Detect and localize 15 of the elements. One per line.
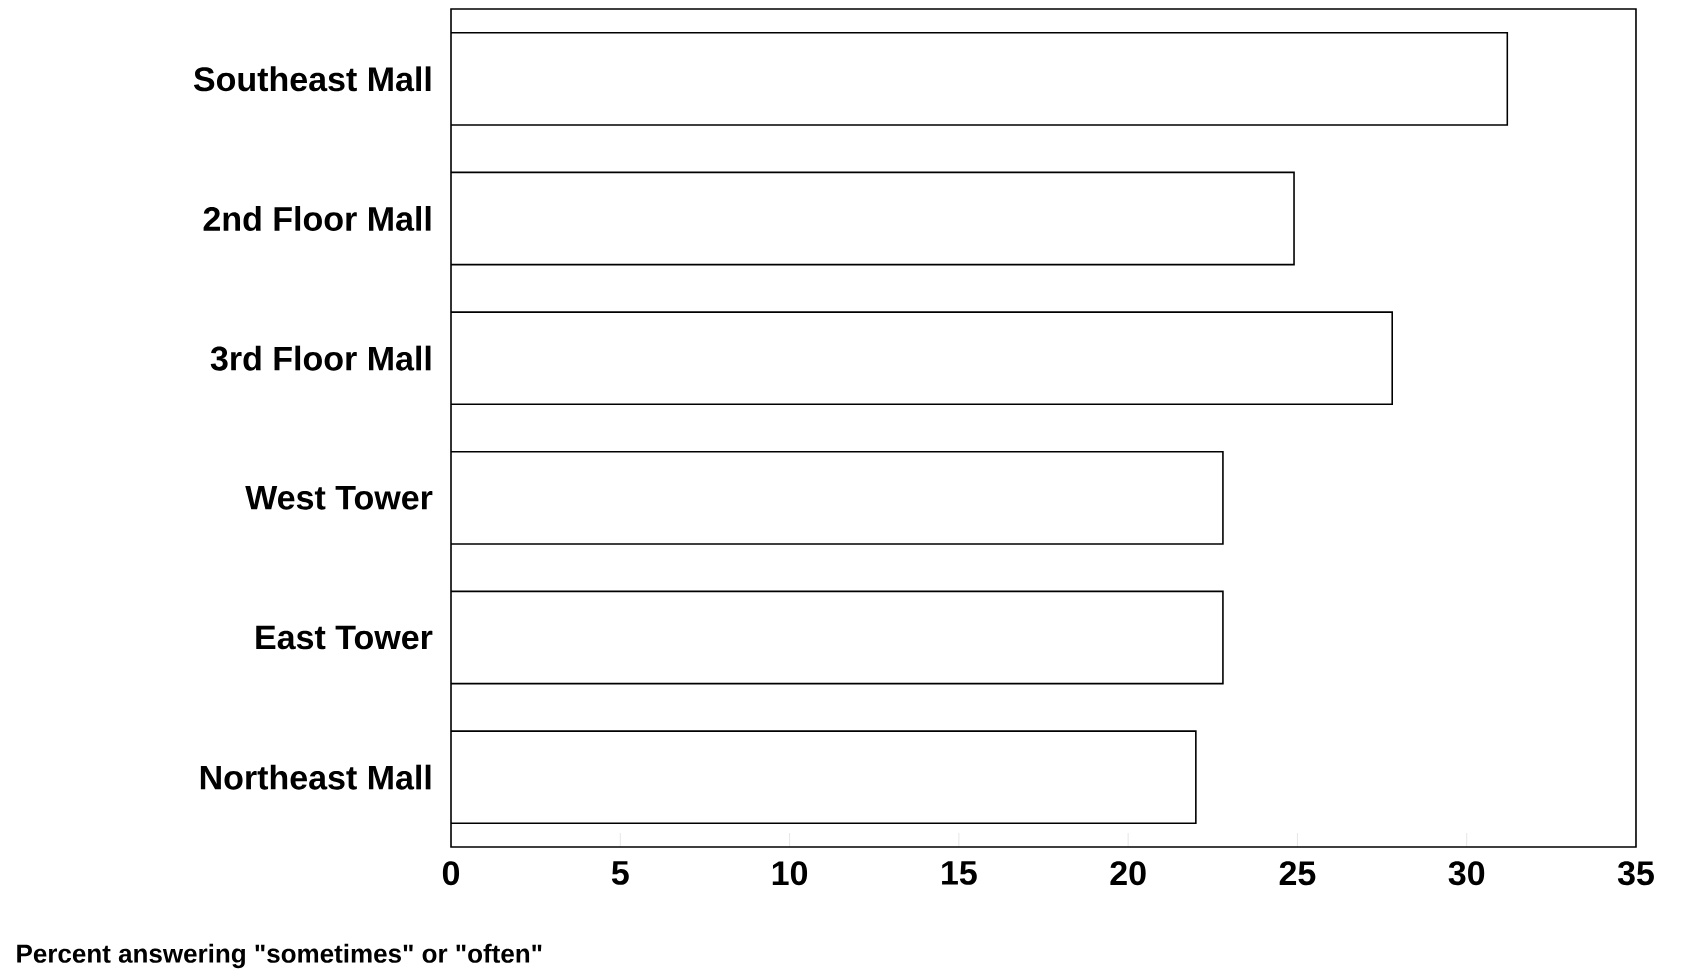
x-tick-label: 10 <box>772 861 808 886</box>
y-tick-label: East Tower <box>256 625 433 650</box>
x-tick-label: 0 <box>442 861 460 886</box>
x-tick-label: 5 <box>611 861 629 885</box>
x-tick-label: 20 <box>1110 861 1146 886</box>
x-tick-label: 15 <box>942 861 977 885</box>
x-tick-label: 25 <box>1279 861 1316 886</box>
x-tick-label: 35 <box>1617 861 1654 886</box>
x-tick-label: 30 <box>1448 861 1485 886</box>
y-tick-label: Southeast Mall <box>193 66 431 92</box>
y-tick-label: Northeast Mall <box>200 764 431 790</box>
y-tick-label: 3rd Floor Mall <box>210 345 431 371</box>
y-tick-label: West Tower <box>245 485 433 510</box>
y-tick-label: 2nd Floor Mall <box>203 206 431 231</box>
x-axis-title: Percent answering "sometimes" or "often" <box>17 943 542 969</box>
